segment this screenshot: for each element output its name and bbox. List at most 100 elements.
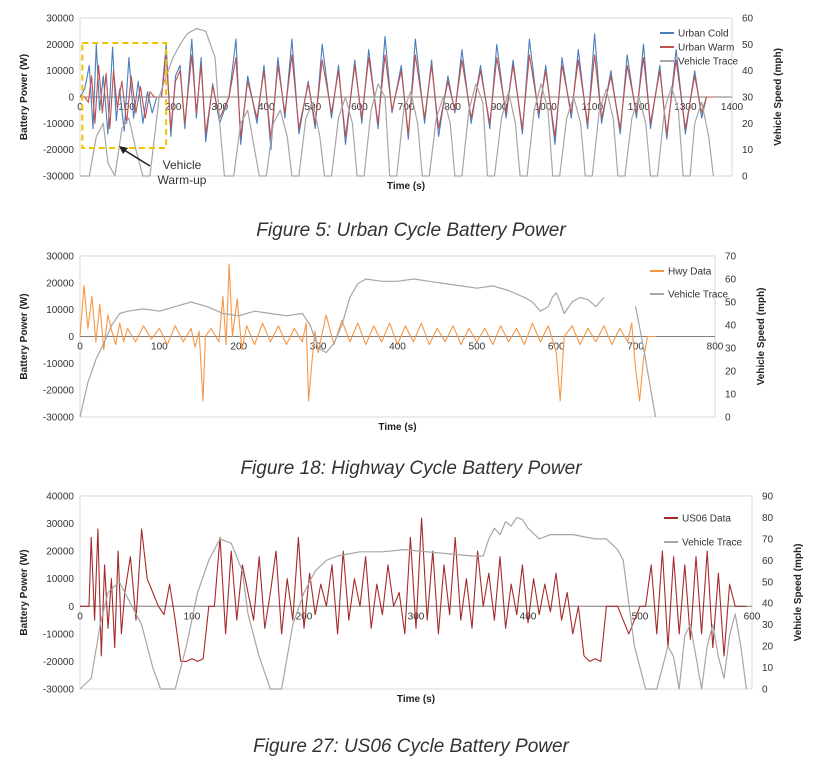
x-tick-label: 1400 bbox=[721, 102, 744, 113]
y2-tick-label: 70 bbox=[725, 252, 737, 263]
y-tick-label: -30000 bbox=[43, 413, 75, 424]
x-tick-label: 0 bbox=[77, 611, 83, 622]
x-tick-label: 600 bbox=[548, 342, 565, 353]
y-tick-label: -10000 bbox=[43, 119, 75, 130]
figure-caption: Figure 27: US06 Cycle Battery Power bbox=[253, 736, 569, 757]
y2-tick-label: 60 bbox=[725, 275, 737, 286]
y-tick-label: 0 bbox=[68, 602, 74, 613]
x-tick-label: 1000 bbox=[535, 102, 558, 113]
y-tick-label: 30000 bbox=[46, 519, 74, 530]
legend-label: Hwy Data bbox=[668, 267, 712, 278]
x-tick-label: 1100 bbox=[582, 102, 604, 113]
y2-axis-title: Vehicle Speed (mph) bbox=[773, 48, 784, 146]
y-tick-label: -30000 bbox=[43, 685, 75, 696]
legend-label: Urban Warm bbox=[678, 43, 734, 54]
x-tick-label: 200 bbox=[230, 342, 247, 353]
y-axis-title: Battery Power (W) bbox=[19, 293, 30, 379]
y-tick-label: 20000 bbox=[46, 40, 74, 51]
y-tick-label: 0 bbox=[68, 332, 74, 343]
y2-axis-title: Vehicle Speed (mph) bbox=[793, 544, 804, 642]
x-tick-label: 500 bbox=[469, 342, 486, 353]
y2-tick-label: 0 bbox=[742, 172, 748, 183]
y2-tick-label: 40 bbox=[742, 66, 754, 77]
figure-caption: Figure 18: Highway Cycle Battery Power bbox=[240, 458, 582, 479]
y-tick-label: 30000 bbox=[46, 252, 74, 263]
y-axis-title: Battery Power (W) bbox=[19, 54, 30, 140]
x-tick-label: 100 bbox=[118, 102, 135, 113]
y2-tick-label: 50 bbox=[742, 40, 754, 51]
annotation-arrowhead bbox=[119, 146, 128, 154]
y2-tick-label: 50 bbox=[725, 298, 737, 309]
x-axis-title: Time (s) bbox=[378, 422, 416, 433]
series-line bbox=[80, 54, 714, 140]
x-axis-title: Time (s) bbox=[387, 181, 425, 192]
y2-tick-label: 60 bbox=[742, 14, 754, 25]
x-tick-label: 200 bbox=[296, 611, 313, 622]
legend-label: Vehicle Trace bbox=[678, 57, 738, 68]
y-tick-label: 30000 bbox=[46, 14, 74, 25]
x-tick-label: 1300 bbox=[674, 102, 697, 113]
y2-tick-label: 10 bbox=[725, 390, 737, 401]
y-tick-label: 20000 bbox=[46, 278, 74, 289]
chart-2: 3000020000100000-10000-20000-30000706050… bbox=[19, 252, 767, 480]
y-axis-title: Battery Power (W) bbox=[19, 549, 30, 635]
series-line bbox=[79, 278, 605, 418]
y2-tick-label: 50 bbox=[762, 577, 774, 588]
x-tick-label: 400 bbox=[258, 102, 275, 113]
series-line bbox=[79, 263, 656, 402]
legend-label: Vehicle Trace bbox=[682, 538, 742, 549]
series-line bbox=[80, 27, 714, 177]
annotation-label: Vehicle bbox=[163, 158, 202, 172]
y2-tick-label: 10 bbox=[742, 145, 754, 156]
plot-area bbox=[79, 495, 753, 690]
series-line bbox=[635, 306, 657, 418]
legend-label: US06 Data bbox=[682, 514, 731, 525]
y-tick-label: 0 bbox=[68, 93, 74, 104]
x-tick-label: 100 bbox=[151, 342, 168, 353]
x-tick-label: 0 bbox=[77, 342, 83, 353]
y-tick-label: 20000 bbox=[46, 547, 74, 558]
y2-tick-label: 30 bbox=[725, 344, 737, 355]
x-tick-label: 500 bbox=[632, 611, 649, 622]
y2-axis-title: Vehicle Speed (mph) bbox=[756, 288, 767, 386]
legend-label: Vehicle Trace bbox=[668, 290, 728, 301]
series-line bbox=[79, 516, 747, 690]
y2-tick-label: 70 bbox=[762, 534, 774, 545]
y-tick-label: -10000 bbox=[43, 629, 75, 640]
annotation-arrow bbox=[120, 147, 151, 167]
y-tick-label: 10000 bbox=[46, 305, 74, 316]
y2-tick-label: 20 bbox=[742, 119, 754, 130]
y-tick-label: 10000 bbox=[46, 574, 74, 585]
y-tick-label: 10000 bbox=[46, 66, 74, 77]
y-tick-label: -20000 bbox=[43, 657, 75, 668]
y-tick-label: 40000 bbox=[46, 492, 74, 503]
annotation-label: Warm-up bbox=[158, 173, 207, 187]
y2-tick-label: 20 bbox=[725, 367, 737, 378]
y-tick-label: -20000 bbox=[43, 145, 75, 156]
x-tick-label: 600 bbox=[744, 611, 761, 622]
y-tick-label: -10000 bbox=[43, 359, 75, 370]
x-tick-label: 500 bbox=[305, 102, 322, 113]
x-axis-title: Time (s) bbox=[397, 694, 435, 705]
x-tick-label: 700 bbox=[398, 102, 415, 113]
x-tick-label: 0 bbox=[77, 102, 83, 113]
chart-3: 400003000020000100000-10000-20000-300009… bbox=[19, 492, 804, 758]
y-tick-label: -20000 bbox=[43, 386, 75, 397]
legend-label: Urban Cold bbox=[678, 29, 729, 40]
y2-tick-label: 20 bbox=[762, 642, 774, 653]
x-tick-label: 800 bbox=[444, 102, 461, 113]
y2-tick-label: 30 bbox=[742, 93, 754, 104]
x-tick-label: 400 bbox=[389, 342, 406, 353]
series-line bbox=[80, 517, 747, 662]
y-tick-label: -30000 bbox=[43, 172, 75, 183]
figure-caption: Figure 5: Urban Cycle Battery Power bbox=[256, 220, 566, 241]
x-tick-label: 300 bbox=[211, 102, 228, 113]
x-tick-label: 800 bbox=[707, 342, 724, 353]
y2-tick-label: 0 bbox=[725, 413, 731, 424]
x-tick-label: 900 bbox=[491, 102, 508, 113]
chart-1: 3000020000100000-10000-20000-30000605040… bbox=[19, 14, 784, 242]
y2-tick-label: 40 bbox=[725, 321, 737, 332]
x-tick-label: 700 bbox=[627, 342, 644, 353]
y2-tick-label: 0 bbox=[762, 685, 768, 696]
